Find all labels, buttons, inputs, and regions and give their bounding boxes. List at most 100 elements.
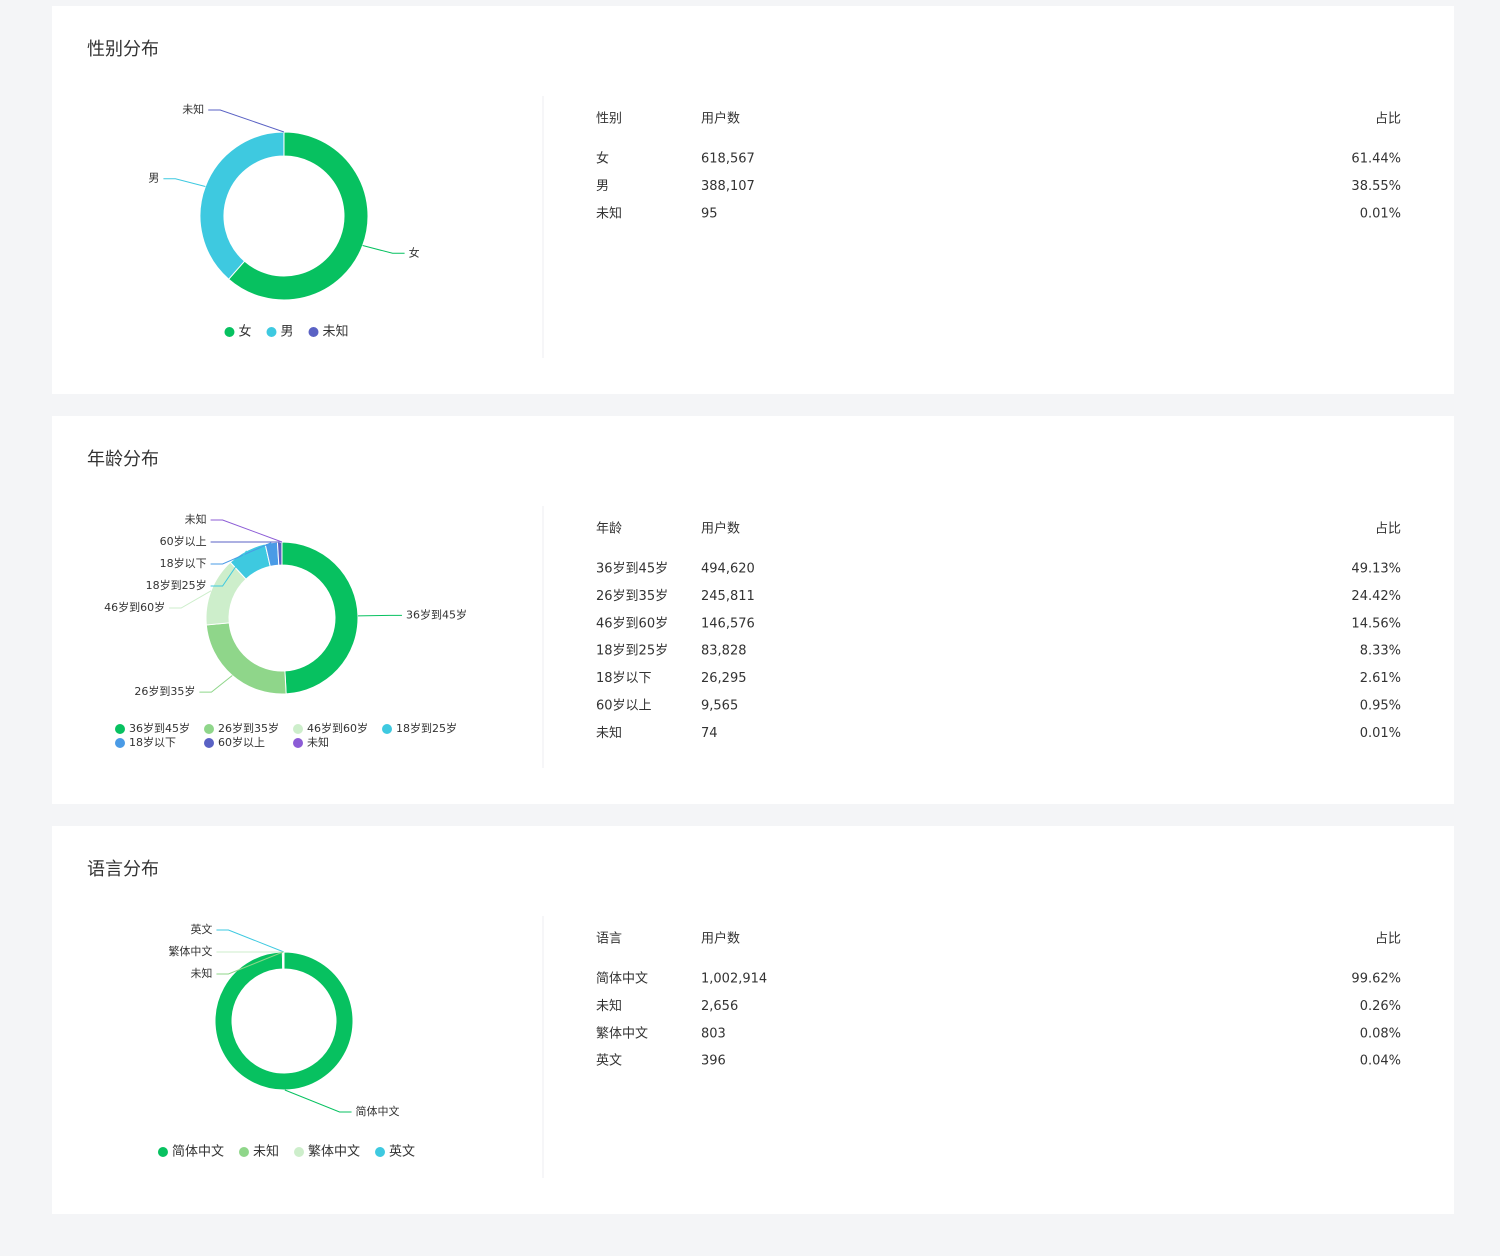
- panel-card: [52, 6, 1454, 394]
- legend-swatch: [294, 1147, 304, 1157]
- legend-label: 46岁到60岁: [307, 721, 368, 735]
- panel: 性别分布女未知男女男未知性别 用户数 占比女 618,567 61.44%男 388,10…: [52, 6, 1454, 394]
- slice-label: 简体中文: [356, 1104, 400, 1118]
- table-cell: 95: [701, 206, 718, 221]
- legend-label: 繁体中文: [308, 1144, 360, 1160]
- slice-label: 36岁到45岁: [406, 607, 467, 621]
- label-leader: [199, 675, 233, 693]
- legend-swatch: [293, 738, 303, 748]
- donut-slice: [281, 541, 359, 695]
- table-cell: 26岁到35岁: [596, 589, 668, 604]
- legend-swatch: [115, 724, 125, 734]
- table-cell: 49.13%: [1351, 562, 1401, 577]
- table-cell: 803: [701, 1026, 726, 1041]
- panel-title: 年龄分布: [87, 449, 159, 470]
- table-cell: 0.08%: [1360, 1026, 1401, 1041]
- table-cell: 2,656: [701, 999, 738, 1014]
- label-leader: [357, 614, 402, 617]
- table-cell: 146,576: [701, 616, 755, 631]
- label-leader: [216, 929, 285, 953]
- slice-label: 未知: [185, 512, 207, 526]
- table-header: 用户数: [701, 521, 740, 537]
- table-cell: 1,002,914: [701, 972, 767, 987]
- slice-label: 男: [148, 172, 159, 185]
- table-header: 占比: [1375, 112, 1401, 127]
- table-header: 用户数: [701, 931, 740, 947]
- table-cell: 494,620: [701, 562, 755, 577]
- panel-title: 语言分布: [87, 859, 159, 880]
- table-cell: 未知: [596, 998, 622, 1014]
- table-cell: 8.33%: [1360, 644, 1401, 659]
- slice-label: 女: [409, 245, 420, 259]
- legend-label: 简体中文: [172, 1144, 224, 1160]
- legend-swatch: [382, 724, 392, 734]
- legend: 女 男 未知: [224, 324, 349, 340]
- table-cell: 38.55%: [1351, 179, 1401, 194]
- table-cell: 74: [701, 726, 718, 741]
- slice-label: 26岁到35岁: [134, 684, 195, 698]
- label-leader: [362, 245, 405, 254]
- legend-label: 未知: [307, 735, 329, 749]
- panel: 年龄分布36岁到45岁未知60岁以上18岁以下18岁到25岁46岁到60岁26岁…: [52, 416, 1454, 804]
- table-cell: 繁体中文: [596, 1025, 648, 1041]
- legend-label: 36岁到45岁: [129, 721, 190, 735]
- donut-slice: [227, 131, 369, 301]
- label-leader: [208, 109, 285, 133]
- label-leader: [216, 951, 284, 975]
- label-leader: [169, 590, 212, 609]
- table-cell: 未知: [596, 205, 622, 221]
- legend-swatch: [266, 327, 277, 337]
- legend: 36岁到45岁 26岁到35岁 46岁到60岁 18岁到25岁 18岁以下 60岁以上 未知: [115, 721, 457, 749]
- legend-swatch: [204, 724, 214, 734]
- table-cell: 24.42%: [1351, 589, 1401, 604]
- legend-swatch: [157, 1147, 168, 1157]
- table-header: 占比: [1375, 932, 1401, 947]
- legend-swatch: [375, 1147, 386, 1157]
- slice-label: 繁体中文: [168, 944, 212, 958]
- label-leader: [210, 550, 247, 587]
- table-cell: 0.01%: [1360, 206, 1401, 221]
- table-cell: 396: [701, 1054, 726, 1069]
- slice-label: 60岁以上: [160, 534, 207, 548]
- legend-swatch: [204, 738, 214, 748]
- table-cell: 388,107: [701, 179, 755, 194]
- table-cell: 9,565: [701, 699, 738, 714]
- donut-slice: [214, 951, 354, 1091]
- table-cell: 英文: [596, 1054, 622, 1069]
- slice-label: 未知: [190, 966, 212, 980]
- legend-label: 26岁到35岁: [218, 721, 279, 735]
- table-header: 用户数: [701, 111, 740, 127]
- table-cell: 83,828: [701, 644, 747, 659]
- table-cell: 0.04%: [1360, 1054, 1401, 1069]
- slice-label: 未知: [182, 102, 204, 116]
- table-cell: 0.26%: [1360, 999, 1401, 1014]
- panel-card: [52, 826, 1454, 1214]
- table-cell: 女: [596, 151, 609, 167]
- table-cell: 99.62%: [1351, 972, 1401, 987]
- table-cell: 36岁到45岁: [596, 562, 668, 577]
- table-cell: 618,567: [701, 152, 755, 167]
- label-leader: [210, 519, 283, 543]
- table-cell: 46岁到60岁: [596, 616, 668, 631]
- table-cell: 2.61%: [1360, 671, 1401, 686]
- legend-label: 英文: [389, 1145, 415, 1160]
- table-cell: 男: [596, 179, 609, 194]
- table-header: 语言: [596, 932, 622, 947]
- table-header: 性别: [596, 112, 622, 127]
- donut-slice: [276, 541, 283, 566]
- table-cell: 61.44%: [1351, 152, 1401, 167]
- table-cell: 60岁以上: [596, 699, 652, 714]
- slice-label: 18岁到25岁: [146, 578, 207, 592]
- legend: 简体中文 未知 繁体中文 英文: [157, 1144, 415, 1160]
- slice-label: 18岁以下: [160, 556, 207, 570]
- table-cell: 245,811: [701, 589, 755, 604]
- table-cell: 14.56%: [1351, 616, 1401, 631]
- legend-label: 未知: [323, 324, 349, 340]
- legend-swatch: [293, 724, 303, 734]
- table-cell: 26,295: [701, 671, 747, 686]
- slice-label: 46岁到60岁: [104, 600, 165, 614]
- label-leader: [284, 1089, 352, 1113]
- label-leader: [210, 542, 272, 565]
- panel-card: [52, 416, 1454, 804]
